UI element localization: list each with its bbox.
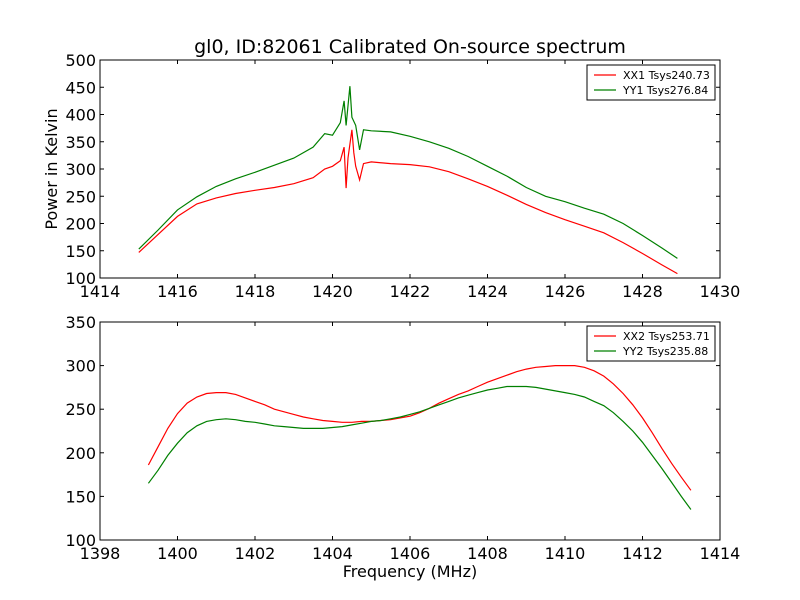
x-tick-label: 1406 — [390, 544, 431, 563]
x-tick-label: 1430 — [700, 282, 741, 301]
bottom-spectrum-plot: 1398 1400 1402 1404 1406 1408 1410 1412 1414 100 1… — [65, 313, 740, 581]
y-tick-label: 200 — [65, 444, 96, 463]
x-tick-label: 1416 — [157, 282, 198, 301]
series-line-1 — [147, 385, 692, 510]
series-line-0 — [138, 129, 678, 275]
y-tick-label: 400 — [65, 106, 96, 125]
y-tick-label: 100 — [65, 269, 96, 288]
x-tick-label: 1410 — [545, 544, 586, 563]
legend-label-0: XX2 Tsys253.71 — [623, 330, 710, 343]
legend-label-0: XX1 Tsys240.73 — [623, 69, 710, 82]
series-line-0 — [147, 365, 692, 491]
x-tick-label: 1422 — [390, 282, 431, 301]
x-tick-label: 1404 — [312, 544, 353, 563]
x-tick-label: 1408 — [467, 544, 508, 563]
y-tick-label: 350 — [65, 313, 96, 332]
y-tick-label: 100 — [65, 531, 96, 550]
x-tick-label: 1412 — [622, 544, 663, 563]
y-tick-label: 250 — [65, 400, 96, 419]
x-tick-label: 1424 — [467, 282, 508, 301]
y-tick-label: 150 — [65, 242, 96, 261]
legend: XX1 Tsys240.73 YY1 Tsys276.84 — [586, 64, 716, 101]
y-tick-label: 350 — [65, 133, 96, 152]
y-tick-label: 300 — [65, 357, 96, 376]
y-tick-label: 250 — [65, 187, 96, 206]
legend: XX2 Tsys253.71 YY2 Tsys235.88 — [586, 325, 716, 362]
x-tick-label: 1418 — [235, 282, 276, 301]
top-spectrum-plot: 1414 1416 1418 1420 1422 1424 1426 1428 1430 100 1… — [42, 36, 740, 301]
y-axis-label: Power in Kelvin — [42, 108, 61, 229]
chart-title: gl0, ID:82061 Calibrated On-source spect… — [194, 36, 626, 58]
y-tick-label: 300 — [65, 160, 96, 179]
x-tick-label: 1398 — [80, 544, 121, 563]
y-tick-label: 450 — [65, 78, 96, 97]
y-tick-label: 200 — [65, 215, 96, 234]
x-tick-label: 1414 — [80, 282, 121, 301]
series-line-1 — [138, 86, 678, 259]
y-tick-label: 500 — [65, 51, 96, 70]
x-tick-label: 1400 — [157, 544, 198, 563]
legend-label-1: YY1 Tsys276.84 — [622, 84, 708, 97]
x-tick-label: 1426 — [545, 282, 586, 301]
x-tick-label: 1414 — [700, 544, 741, 563]
legend-box — [586, 64, 716, 101]
x-tick-label: 1428 — [622, 282, 663, 301]
y-tick-label: 150 — [65, 487, 96, 506]
legend-box — [586, 325, 716, 362]
x-tick-label: 1420 — [312, 282, 353, 301]
legend-label-1: YY2 Tsys235.88 — [622, 345, 708, 358]
x-tick-label: 1402 — [235, 544, 276, 563]
x-axis-label: Frequency (MHz) — [343, 562, 477, 581]
